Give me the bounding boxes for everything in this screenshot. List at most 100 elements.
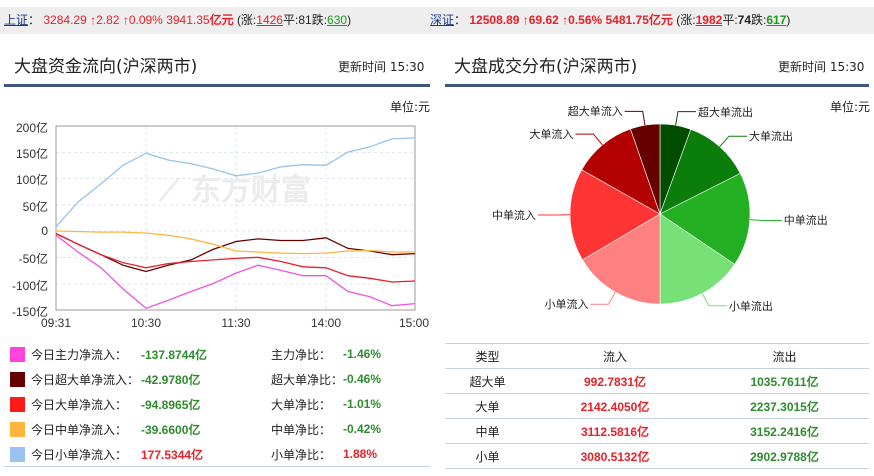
sz-down-label: 跌:: [751, 13, 767, 27]
y-tick: -50亿: [18, 252, 48, 266]
sz-down-count[interactable]: 617: [766, 13, 787, 27]
pie-leader-lines: [538, 110, 782, 307]
distribution-update-time: 更新时间 15:30: [778, 58, 864, 75]
pie-leader-line: [624, 110, 646, 126]
chart-grid: [56, 126, 415, 310]
legend-ratio-label: 主力净比：: [271, 347, 332, 362]
sh-flat-label: 平:: [282, 13, 299, 27]
pie-label: 小单流入: [544, 298, 589, 312]
pie-leader-line: [701, 293, 727, 307]
pie-slice: [581, 128, 661, 215]
legend-ratio: 1.88%: [343, 447, 378, 461]
legend-label: 今日大单净流入：: [31, 397, 128, 412]
row-outflow: 2902.9788亿: [700, 443, 869, 469]
series-line: [55, 230, 415, 255]
legend-ratio-label: 超大单净比：: [271, 372, 344, 387]
row-inflow: 3112.5816亿: [530, 418, 700, 444]
y-tick: 200亿: [15, 121, 48, 135]
series-line: [55, 233, 416, 283]
sh-amount: 3941.35亿元: [166, 13, 233, 27]
legend-ratio: -0.46%: [343, 372, 382, 386]
legend-item: 今日主力净流入： -137.8744亿 主力净比： -1.46%: [10, 344, 430, 364]
legend-item: 今日超大单净流入： -42.9780亿 超大单净比： -0.46%: [10, 369, 430, 389]
distribution-table: 类型 流入 流出 超大单 992.7831亿 1035.7611亿 大单 214…: [445, 343, 869, 469]
legend-ratio-label: 小单净比：: [271, 447, 332, 462]
sh-index-link[interactable]: 上证: [4, 13, 29, 27]
pie-label: 小单流出: [728, 299, 773, 313]
sz-ticker-bar: 深证： 12508.89 ↑69.62 ↑0.56% 5481.75亿元 (涨:…: [430, 7, 874, 34]
series-line: [55, 233, 416, 273]
sh-flat-count: 81: [298, 13, 312, 27]
legend-swatch: [10, 421, 25, 437]
sz-sep: ：: [454, 13, 467, 27]
table-row: 大单 2142.4050亿 2237.3015亿: [445, 393, 869, 419]
row-type: 中单: [445, 418, 530, 444]
row-type: 小单: [445, 443, 530, 469]
table-row: 中单 3112.5816亿 3152.2416亿: [445, 418, 869, 444]
sz-amount-num: 5481.75: [605, 13, 649, 27]
x-tick: 10:30: [130, 316, 162, 330]
chart-frame: [55, 125, 416, 311]
sh-amount-unit: 亿元: [209, 13, 234, 27]
legend-label: 今日超大单净流入：: [31, 372, 140, 387]
fund-flow-update-time: 更新时间 15:30: [338, 58, 424, 75]
pie-slice: [569, 169, 661, 261]
update-time: 15:30: [389, 60, 425, 74]
pie-leader-line: [575, 133, 603, 146]
pie-label: 大单流出: [749, 130, 793, 144]
sh-sep: ：: [28, 13, 41, 27]
table-row: 小单 3080.5132亿 2902.9788亿: [445, 443, 869, 469]
sz-up-label: (涨:: [676, 13, 696, 27]
y-tick: -150亿: [11, 305, 48, 319]
update-label: 更新时间: [338, 60, 387, 74]
sh-change: ↑2.82: [90, 13, 120, 27]
sh-down-label: 跌:: [311, 13, 328, 27]
sz-amount-unit: 亿元: [648, 13, 673, 27]
sh-ticker-bar: 上证： 3284.29 ↑2.82 ↑0.09% 3941.35亿元 (涨:14…: [0, 7, 437, 34]
x-tick: 09:31: [40, 316, 72, 330]
pie-slice: [659, 172, 751, 265]
legend-ratio: -1.01%: [343, 397, 382, 411]
sz-index-value: 12508.89: [469, 13, 520, 27]
sh-close-paren: ): [347, 13, 352, 27]
pie-label: 中单流出: [783, 214, 828, 228]
series-line: [55, 234, 416, 310]
legend-swatch: [10, 346, 25, 362]
legend-swatch: [10, 446, 25, 462]
sz-close-paren: ): [786, 13, 791, 27]
distribution-title: 大盘成交分布(沪深两市): [454, 57, 638, 77]
update-time: 15:30: [829, 60, 865, 74]
sz-change: ↑69.62: [522, 13, 559, 27]
table-row: 超大单 992.7831亿 1035.7611亿: [445, 368, 869, 394]
row-inflow: 2142.4050亿: [530, 393, 700, 419]
legend-value: -42.9780亿: [141, 372, 201, 387]
sz-flat-count: 74: [737, 13, 752, 27]
pie-slice: [582, 213, 661, 305]
sh-up-count[interactable]: 1426: [256, 13, 283, 27]
x-tick: 15:00: [398, 316, 430, 330]
y-tick: 100亿: [15, 173, 48, 187]
legend-label: 今日主力净流入：: [31, 347, 128, 362]
sz-pct: ↑0.56%: [562, 13, 603, 27]
pie-leader-line: [719, 135, 747, 148]
sh-up-label: (涨:: [236, 13, 257, 27]
y-tick: 150亿: [15, 147, 48, 161]
pie-label: 超大单流入: [567, 105, 623, 119]
legend-item: 今日中单净流入： -39.6600亿 中单净比： -0.42%: [10, 419, 430, 439]
legend-ratio-label: 大单净比：: [271, 397, 332, 412]
sh-down-count[interactable]: 630: [327, 13, 348, 27]
x-tick: 14:00: [310, 316, 342, 330]
pie-slice: [659, 213, 736, 305]
legend-value: -39.6600亿: [141, 422, 201, 437]
y-tick: 0: [41, 224, 48, 238]
legend-value: -137.8744亿: [141, 347, 208, 362]
legend-label: 今日中单净流入：: [31, 422, 128, 437]
sh-amount-num: 3941.35: [166, 13, 210, 27]
update-label: 更新时间: [778, 60, 827, 74]
x-tick: 11:30: [221, 316, 251, 330]
sz-up-count[interactable]: 1982: [695, 13, 723, 27]
fund-flow-title-rule: [4, 84, 430, 87]
sz-index-link[interactable]: 深证: [430, 13, 455, 27]
